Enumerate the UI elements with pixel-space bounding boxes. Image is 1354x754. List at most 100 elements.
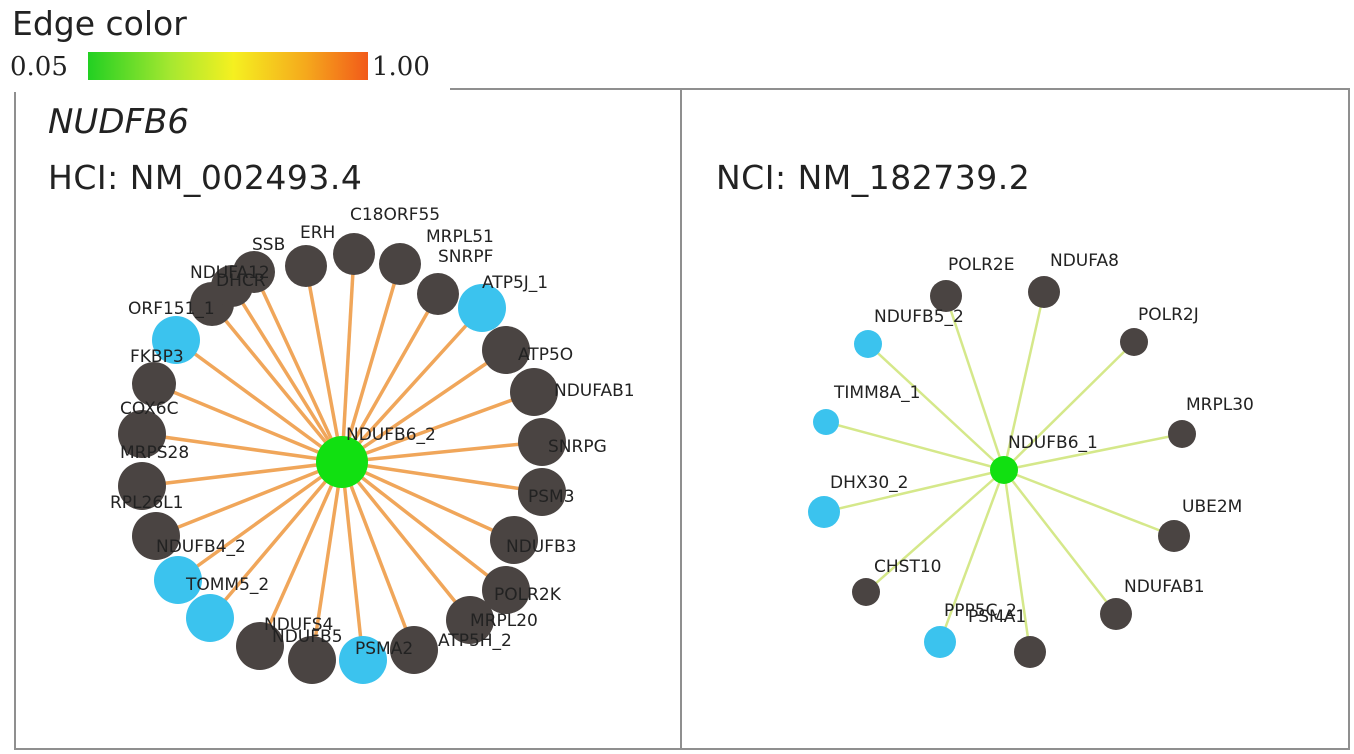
left-node-tomm5-2[interactable] bbox=[186, 594, 234, 642]
left-node-c18orf55[interactable] bbox=[333, 233, 375, 275]
right-node-polr2e[interactable] bbox=[930, 280, 962, 312]
left-node-label-erh: ERH bbox=[300, 223, 335, 243]
left-node-label-rpl26l1: RPL26L1 bbox=[110, 493, 183, 513]
left-node-cox6c[interactable] bbox=[118, 410, 166, 458]
left-edge-c18orf55 bbox=[340, 253, 356, 463]
left-node-label-snrpf: SNRPF bbox=[438, 247, 493, 267]
left-node-label-cox6c: COX6C bbox=[120, 399, 179, 419]
left-edges bbox=[141, 253, 543, 661]
left-edge-ndufa12 bbox=[210, 302, 344, 464]
left-edge-erh bbox=[304, 265, 344, 463]
left-edge-fkbp3 bbox=[153, 382, 343, 464]
right-node-polr2j[interactable] bbox=[1120, 328, 1148, 356]
left-edge-atp5j-1 bbox=[340, 306, 484, 464]
right-node-label-polr2e: POLR2E bbox=[948, 255, 1014, 275]
right-edge-ppp5c-2 bbox=[938, 469, 1006, 643]
left-node-label-ndufs4: NDUFS4 bbox=[264, 615, 333, 635]
right-nodes bbox=[808, 276, 1196, 668]
right-edge-polr2j bbox=[1003, 341, 1135, 471]
right-node-label-ndufab1: NDUFAB1 bbox=[1124, 577, 1205, 597]
left-node-label-ssb: SSB bbox=[252, 235, 285, 255]
left-node-ndufs4[interactable] bbox=[236, 622, 284, 670]
right-edge-ube2m bbox=[1003, 468, 1175, 538]
left-node-erh[interactable] bbox=[285, 245, 327, 287]
left-node-atp5o[interactable] bbox=[482, 326, 530, 374]
right-node-label-ube2m: UBE2M bbox=[1182, 497, 1242, 517]
legend-title: Edge color bbox=[12, 4, 187, 43]
left-edge-atp5o bbox=[341, 348, 507, 464]
left-node-ndufb4-2[interactable] bbox=[154, 556, 202, 604]
left-edge-orf151-1 bbox=[174, 338, 344, 464]
right-node-label-polr2j: POLR2J bbox=[1138, 305, 1199, 325]
left-edge-psm3 bbox=[341, 460, 543, 494]
right-node-dhx30-2[interactable] bbox=[808, 496, 840, 528]
left-node-label-mrps28: MRPS28 bbox=[120, 443, 189, 463]
left-node-fkbp3[interactable] bbox=[132, 362, 176, 406]
right-edge-timm8a-1 bbox=[825, 420, 1005, 472]
left-node-atp5j-1[interactable] bbox=[458, 284, 506, 332]
right-node-psma1[interactable] bbox=[1014, 636, 1046, 668]
right-edge-polr2e bbox=[944, 295, 1006, 471]
nci-network-panel: NCI: NM_182739.2 POLR2E NDUFA8 POLR2J MRPL3… bbox=[680, 88, 1350, 750]
right-node-timm8a-1[interactable] bbox=[813, 409, 839, 435]
right-node-ndufa8[interactable] bbox=[1028, 276, 1060, 308]
left-node-ndufb5[interactable] bbox=[288, 636, 336, 684]
legend-min-label: 0.05 bbox=[10, 52, 68, 82]
right-node-ppp5c-2[interactable] bbox=[924, 626, 956, 658]
right-edge-ndufa8 bbox=[1002, 291, 1046, 471]
right-node-label-psma1: PSMA1 bbox=[968, 607, 1026, 627]
left-node-ndufab1[interactable] bbox=[510, 368, 558, 416]
left-node-label-polr2k: POLR2K bbox=[494, 585, 562, 605]
left-node-dhcr[interactable] bbox=[211, 265, 253, 307]
left-node-rpl26l1[interactable] bbox=[132, 512, 180, 560]
right-hub-label: NDUFB6_1 bbox=[1008, 433, 1098, 453]
left-hub-node[interactable] bbox=[316, 436, 368, 488]
left-edge-ndufb3 bbox=[341, 460, 515, 542]
left-node-label-dhcr: DHCR bbox=[216, 271, 266, 291]
legend-gradient-bar bbox=[88, 52, 368, 80]
right-node-label-ndufb5-2: NDUFB5_2 bbox=[874, 307, 964, 327]
left-node-snrpf[interactable] bbox=[417, 273, 459, 315]
legend-max-label: 1.00 bbox=[372, 52, 430, 82]
left-edge-tomm5-2 bbox=[208, 460, 344, 620]
edge-color-legend: Edge color 0.05 1.00 bbox=[0, 0, 450, 92]
left-node-psma2[interactable] bbox=[339, 636, 387, 684]
right-node-label-ndufa8: NDUFA8 bbox=[1050, 251, 1119, 271]
left-node-mrpl20[interactable] bbox=[446, 596, 494, 644]
left-node-label-orf151-1: ORF151_1 bbox=[128, 299, 215, 319]
left-edge-ssb bbox=[252, 271, 344, 463]
right-node-ube2m[interactable] bbox=[1158, 520, 1190, 552]
right-edge-mrpl30 bbox=[1003, 432, 1183, 472]
left-node-mrps28[interactable] bbox=[118, 462, 166, 510]
right-edge-ndufab1 bbox=[1003, 469, 1117, 615]
left-node-polr2k[interactable] bbox=[482, 566, 530, 614]
right-node-chst10[interactable] bbox=[852, 578, 880, 606]
right-labels: POLR2E NDUFA8 POLR2J MRPL30 UBE2M NDUFAB1 PSMA… bbox=[830, 251, 1254, 627]
left-node-label-mrpl20: MRPL20 bbox=[470, 611, 538, 631]
right-node-ndufb5-2[interactable] bbox=[854, 330, 882, 358]
left-node-label-ndufb4-2: NDUFB4_2 bbox=[156, 537, 246, 557]
left-edge-ndufb5 bbox=[310, 461, 344, 661]
left-edge-mrpl20 bbox=[340, 460, 472, 622]
left-node-mrpl51[interactable] bbox=[379, 243, 421, 285]
left-node-label-fkbp3: FKBP3 bbox=[130, 347, 184, 367]
left-node-label-atp5j-1: ATP5J_1 bbox=[482, 273, 548, 293]
left-node-psm3[interactable] bbox=[518, 468, 566, 516]
left-node-orf151-1[interactable] bbox=[152, 316, 200, 364]
left-node-snrpg[interactable] bbox=[518, 418, 566, 466]
left-node-ndufb3[interactable] bbox=[490, 516, 538, 564]
right-hub-node[interactable] bbox=[990, 456, 1018, 484]
right-node-ndufab1[interactable] bbox=[1100, 598, 1132, 630]
left-edge-psma2 bbox=[340, 461, 365, 661]
left-node-atp5h-2[interactable] bbox=[390, 626, 438, 674]
right-node-mrpl30[interactable] bbox=[1168, 420, 1196, 448]
right-edge-ndufb5-2 bbox=[867, 343, 1005, 471]
right-node-label-timm8a-1: TIMM8A_1 bbox=[833, 383, 921, 403]
left-edge-ndufs4 bbox=[258, 461, 344, 647]
right-edges bbox=[823, 291, 1183, 653]
right-edge-dhx30-2 bbox=[823, 468, 1005, 514]
right-node-label-chst10: CHST10 bbox=[874, 557, 941, 577]
left-edge-rpl26l1 bbox=[155, 460, 343, 538]
